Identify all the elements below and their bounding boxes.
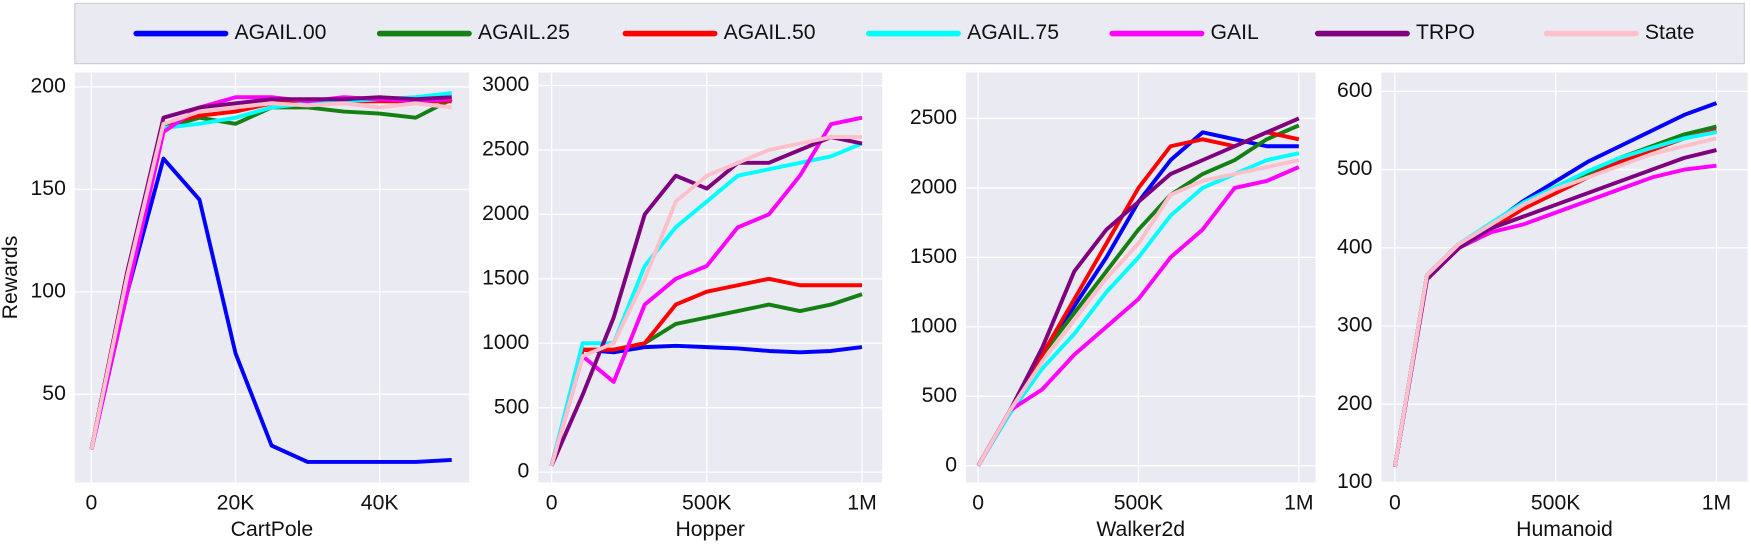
y-tick-label: 150 <box>30 177 65 200</box>
series-line <box>89 95 452 451</box>
legend-label: AGAIL.00 <box>235 21 327 44</box>
x-tick-label: 500K <box>1531 491 1581 514</box>
plot-area <box>538 72 883 483</box>
x-axis-label: Hopper <box>675 518 745 541</box>
x-axis-label: Walker2d <box>1096 518 1185 541</box>
legend-label: State <box>1645 21 1695 44</box>
y-tick-label: 500 <box>922 384 957 407</box>
legend-label: AGAIL.25 <box>478 21 570 44</box>
y-tick-label: 2000 <box>910 176 957 199</box>
x-tick-label: 500K <box>1114 491 1164 514</box>
y-tick-label: 1000 <box>910 314 957 337</box>
x-tick-label: 0 <box>972 491 984 514</box>
series-line <box>976 151 1300 467</box>
series-line <box>549 135 863 467</box>
y-tick-label: 400 <box>1337 235 1372 258</box>
series-line <box>1392 136 1717 468</box>
y-tick-label: 600 <box>1337 79 1372 102</box>
y-tick-label: 0 <box>945 453 957 476</box>
y-tick-label: 100 <box>1337 470 1372 493</box>
x-tick-label: 40K <box>361 491 399 514</box>
x-tick-label: 1M <box>1284 491 1313 514</box>
y-tick-label: 300 <box>1337 314 1372 337</box>
y-tick-label: 0 <box>518 460 530 483</box>
x-tick-label: 1M <box>1702 491 1731 514</box>
series-line <box>549 276 863 467</box>
y-tick-label: 500 <box>1337 157 1372 180</box>
series-line <box>549 115 863 467</box>
y-tick-label: 1500 <box>910 245 957 268</box>
series-line <box>89 156 452 464</box>
x-tick-label: 500K <box>682 491 732 514</box>
series-line <box>976 116 1300 467</box>
x-tick-label: 0 <box>546 491 558 514</box>
y-tick-label: 2000 <box>482 202 529 225</box>
y-tick-label: 50 <box>42 382 66 405</box>
x-axis-label: CartPole <box>231 518 314 541</box>
x-tick-label: 20K <box>217 491 255 514</box>
plot-area <box>74 72 470 483</box>
x-tick-label: 1M <box>847 491 876 514</box>
y-tick-label: 1500 <box>482 266 529 289</box>
x-tick-label: 0 <box>1389 491 1401 514</box>
y-tick-label: 500 <box>494 395 529 418</box>
y-axis-label: Rewards <box>0 236 22 320</box>
y-tick-label: 3000 <box>482 73 529 96</box>
series-line <box>1392 148 1717 468</box>
x-axis-label: Humanoid <box>1516 518 1613 541</box>
legend-label: AGAIL.75 <box>967 21 1059 44</box>
x-tick-label: 0 <box>85 491 97 514</box>
y-tick-label: 200 <box>30 75 65 98</box>
y-tick-label: 2500 <box>910 106 957 129</box>
legend-label: GAIL <box>1211 21 1260 44</box>
legend-label: AGAIL.50 <box>724 21 816 44</box>
plot-area <box>1381 72 1748 483</box>
series-line <box>976 158 1300 467</box>
series-line <box>976 165 1300 467</box>
plot-area <box>965 72 1316 483</box>
y-tick-label: 2500 <box>482 138 529 161</box>
y-tick-label: 200 <box>1337 392 1372 415</box>
y-tick-label: 100 <box>30 279 65 302</box>
y-tick-label: 1000 <box>482 331 529 354</box>
legend-label: TRPO <box>1416 21 1475 44</box>
series-line <box>549 135 863 467</box>
series-line <box>89 101 452 451</box>
